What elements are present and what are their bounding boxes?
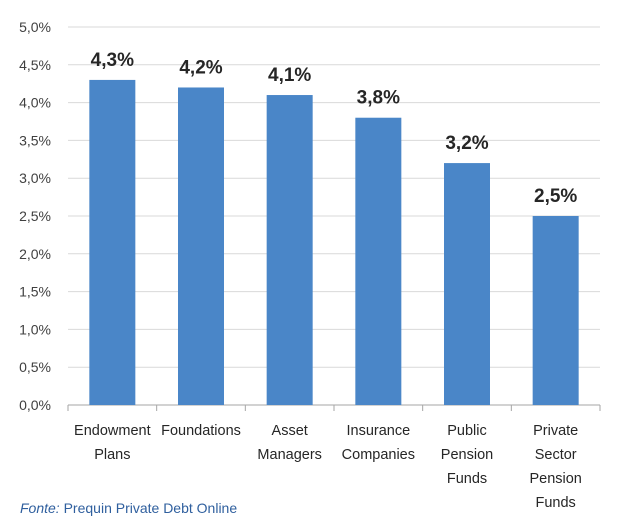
data-label: 2,5% xyxy=(534,186,577,207)
bar xyxy=(89,79,136,406)
y-tick-label: 0,0% xyxy=(19,397,51,413)
x-tick-label: Funds xyxy=(447,471,487,487)
data-label: 4,1% xyxy=(268,65,311,86)
source-text: Prequin Private Debt Online xyxy=(63,500,238,516)
y-tick-label: 3,0% xyxy=(19,170,51,186)
y-tick-label: 3,5% xyxy=(19,132,51,148)
y-tick-label: 2,5% xyxy=(19,208,51,224)
y-tick-label: 0,5% xyxy=(19,359,51,375)
x-tick-label: Companies xyxy=(342,447,415,463)
source-note: Fonte: Prequin Private Debt Online xyxy=(20,500,237,516)
x-tick-label: Public xyxy=(447,423,487,439)
x-tick-label: Foundations xyxy=(161,423,241,439)
x-tick-label: Plans xyxy=(94,447,130,463)
y-tick-label: 4,0% xyxy=(19,95,51,111)
x-tick-label: Funds xyxy=(536,495,576,511)
x-tick-label: Private xyxy=(533,423,578,439)
bar xyxy=(266,95,313,405)
y-tick-label: 1,5% xyxy=(19,284,51,300)
data-label: 4,2% xyxy=(179,57,222,78)
y-tick-label: 5,0% xyxy=(19,19,51,35)
x-tick-label: Endowment xyxy=(74,423,151,439)
source-label: Fonte: xyxy=(20,500,60,516)
y-tick-label: 4,5% xyxy=(19,57,51,73)
y-tick-label: 2,0% xyxy=(19,246,51,262)
y-tick-label: 1,0% xyxy=(19,321,51,337)
bar xyxy=(178,87,224,405)
x-tick-label: Managers xyxy=(257,447,321,463)
x-tick-label: Pension xyxy=(529,471,581,487)
data-label: 3,2% xyxy=(445,133,488,154)
x-tick-label: Asset xyxy=(272,423,308,439)
x-tick-label: Sector xyxy=(535,447,577,463)
data-label: 3,8% xyxy=(357,88,400,109)
bar xyxy=(355,117,402,405)
bar xyxy=(532,216,579,405)
x-tick-label: Pension xyxy=(441,447,493,463)
data-label: 4,3% xyxy=(91,50,134,71)
bar xyxy=(444,163,490,405)
x-tick-label: Insurance xyxy=(346,423,410,439)
